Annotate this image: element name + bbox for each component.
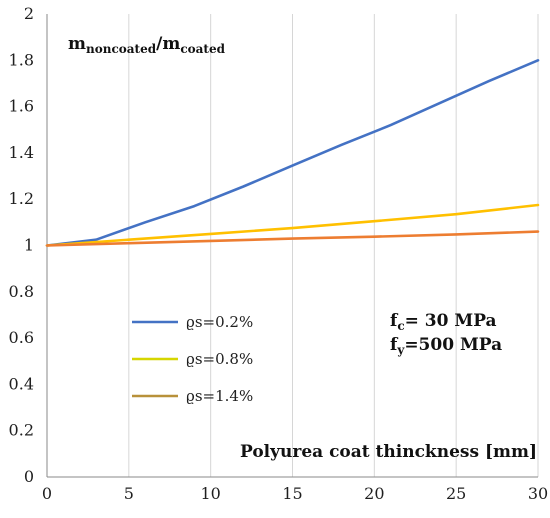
x-tick-label: 25 (446, 484, 466, 503)
x-tick-label: 30 (528, 484, 548, 503)
y-axis-title-slash: /m (156, 34, 180, 54)
annotation-line-fc: fc= 30 MPa (390, 311, 497, 333)
annotation-fy-rest: =500 MPa (404, 335, 502, 355)
legend: ϱs=0.2% ϱs=0.8% ϱs=1.4% (132, 313, 253, 405)
y-tick-label: 0.6 (9, 328, 34, 347)
annotation-fc-rest: = 30 MPa (405, 311, 497, 331)
x-tick-label: 5 (124, 484, 134, 503)
y-tick-label: 2 (24, 4, 34, 23)
y-tick-label: 0 (24, 467, 34, 486)
y-axis-title-main: m (68, 34, 86, 54)
x-tick-label: 20 (364, 484, 384, 503)
y-tick-label: 1 (24, 236, 34, 255)
legend-item-0: ϱs=0.2% (132, 313, 253, 331)
series-line-2 (45, 230, 540, 247)
y-tick-label: 1.2 (9, 189, 34, 208)
x-axis-title: Polyurea coat thinckness [mm] (240, 442, 537, 462)
y-tick-label: 0.8 (9, 282, 34, 301)
legend-item-2: ϱs=1.4% (132, 387, 253, 405)
y-tick-label: 1.6 (9, 97, 34, 116)
y-tick-label: 1.8 (9, 50, 34, 69)
series-layer (45, 58, 540, 247)
y-tick-label: 0.2 (9, 421, 34, 440)
annotation-line-fy: fy=500 MPa (390, 335, 502, 357)
x-tick-label: 10 (200, 484, 220, 503)
annotation-fy-main: f (390, 335, 399, 355)
series-line-1 (45, 203, 540, 247)
annotation-fc-main: f (390, 311, 399, 331)
y-axis-title: mnoncoated/mcoated (68, 34, 226, 56)
x-tick-label: 0 (42, 484, 52, 503)
tick-layer: 0 5 10 15 20 25 30 0 0.2 0.4 0.6 0.8 1 1.2 1.4 1.6 1.8 2 (9, 4, 549, 503)
annotation-fc-sub: c (397, 319, 404, 333)
grid-layer (128, 14, 539, 477)
y-axis-title-sub1: noncoated (86, 42, 157, 56)
y-tick-label: 1.4 (9, 143, 34, 162)
legend-label-0: ϱs=0.2% (186, 313, 253, 331)
y-tick-label: 0.4 (9, 374, 34, 393)
legend-label-2: ϱs=1.4% (186, 387, 253, 405)
legend-label-1: ϱs=0.8% (186, 350, 253, 368)
series-line-0 (45, 58, 540, 247)
y-axis-title-sub2: coated (180, 42, 225, 56)
annotation-fy-sub: y (396, 343, 405, 357)
x-tick-label: 15 (282, 484, 302, 503)
legend-item-1: ϱs=0.8% (132, 350, 253, 368)
annotation-box: fc= 30 MPa fy=500 MPa (390, 311, 502, 357)
